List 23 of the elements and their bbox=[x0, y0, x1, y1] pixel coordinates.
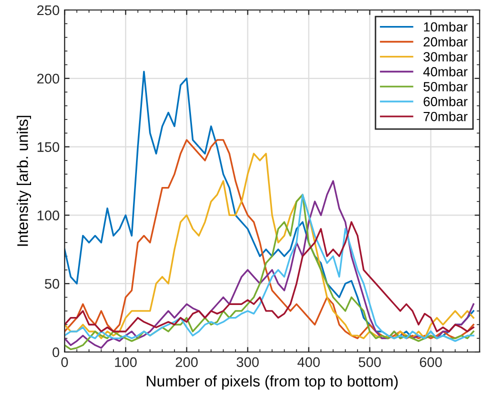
y-axis-title: Intensity [arb. units] bbox=[16, 116, 32, 246]
x-tick-label: 100 bbox=[115, 357, 137, 368]
line-series bbox=[64, 221, 474, 332]
x-tick-label: 400 bbox=[297, 357, 320, 368]
legend-label: 40mbar bbox=[423, 66, 468, 76]
legend-label: 30mbar bbox=[424, 52, 468, 62]
x-tick-label: 300 bbox=[236, 357, 259, 368]
y-tick-label: 200 bbox=[37, 74, 60, 84]
y-tick-label: 150 bbox=[38, 142, 60, 152]
legend-label: 20mbar bbox=[424, 36, 468, 47]
x-tick-label: 0 bbox=[61, 357, 68, 368]
legend-label: 70mbar bbox=[424, 112, 468, 122]
x-tick-label: 200 bbox=[176, 357, 198, 368]
y-tick-label: 0 bbox=[52, 347, 60, 358]
legend-label: 50mbar bbox=[424, 82, 468, 92]
legend-label: 60mbar bbox=[424, 96, 468, 106]
x-tick-label: 500 bbox=[358, 357, 381, 368]
y-tick-label: 250 bbox=[37, 5, 60, 16]
legend-label: 10mbar bbox=[424, 22, 468, 32]
y-tick-label: 50 bbox=[44, 278, 60, 289]
x-axis-title: Number of pixels (from top to bottom) bbox=[146, 375, 398, 390]
y-tick-label: 100 bbox=[38, 210, 60, 220]
x-tick-label: 600 bbox=[420, 357, 442, 368]
